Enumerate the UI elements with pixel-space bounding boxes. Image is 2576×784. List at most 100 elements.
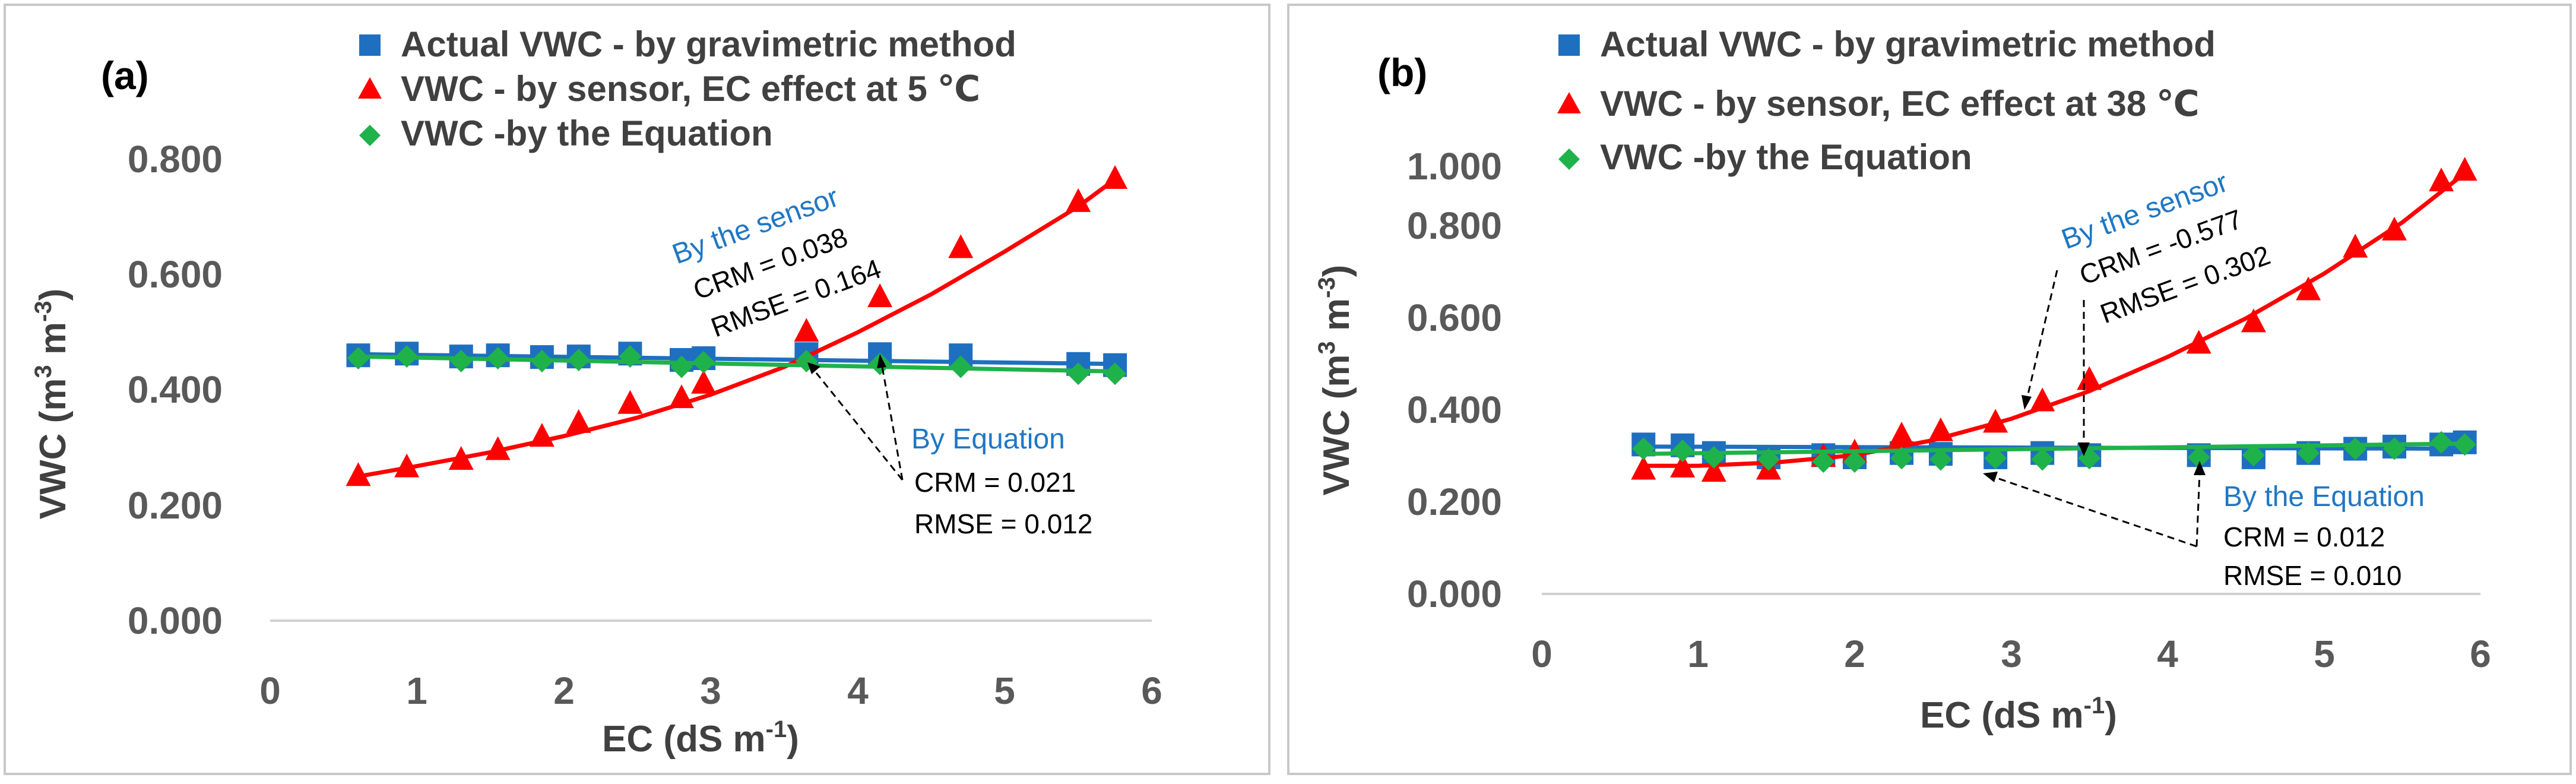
y-title-main: VWC (m [33, 378, 74, 520]
panel-b-y-axis-title: VWC (m3 m-3) [1314, 265, 1357, 496]
x-tick-label: 5 [994, 669, 1015, 712]
annotation-b-arrow [2026, 270, 2058, 397]
y-title-sup2: -3 [1314, 277, 1340, 298]
data-point-triangle [1670, 453, 1696, 478]
y-tick-label: 0.800 [128, 138, 223, 181]
data-point-diamond [1067, 362, 1090, 385]
data-point-diamond [1929, 448, 1952, 471]
data-point-diamond [949, 355, 972, 378]
data-point-triangle [485, 436, 511, 460]
data-point-triangle [2186, 330, 2211, 354]
data-point-triangle [1701, 458, 1726, 482]
trendline-diamond [358, 354, 1116, 374]
x-tick-label: 6 [1141, 669, 1162, 712]
panel-b-label: (b) [1377, 50, 1427, 94]
legend-b-sensor-marker [1557, 92, 1581, 113]
x-tick-label: 2 [1844, 633, 1865, 675]
x-title-sup: -1 [766, 716, 787, 742]
data-point-triangle [2030, 387, 2055, 412]
data-point-diamond [486, 347, 509, 370]
annotation-a-equation-crm: CRM = 0.021 [914, 467, 1076, 498]
legend-b-actual-label: Actual VWC - by gravimetric method [1600, 24, 2216, 64]
data-point-triangle [1066, 188, 1091, 212]
data-point-diamond [670, 355, 693, 378]
data-point-triangle [1631, 456, 1656, 480]
legend-b-equation-marker [1558, 148, 1580, 170]
trendline-triangle [357, 178, 1117, 479]
annotation-b-arrowhead [1983, 472, 1998, 482]
panel-b-legend: Actual VWC - by gravimetric method VWC -… [1557, 24, 2216, 177]
annotation-b-arrowhead [2021, 395, 2032, 410]
x-tick-label: 4 [2157, 633, 2178, 675]
y-tick-label: 0.000 [128, 599, 223, 642]
y-tick-label: 0.200 [128, 484, 223, 527]
y-title-sup1: 3 [1314, 341, 1340, 354]
panel-a-y-axis-title: VWC (m3 m-3) [30, 289, 74, 520]
panel-b-frame [1287, 4, 2572, 775]
annotation-a-equation-title: By Equation [911, 423, 1065, 455]
data-point-triangle [691, 369, 717, 394]
legend-b-equation-label: VWC -by the Equation [1600, 137, 1972, 177]
data-point-triangle [794, 318, 819, 342]
data-point-diamond [1702, 445, 1725, 469]
x-title-main: EC (dS m [1920, 695, 2084, 736]
x-tick-label: 1 [1687, 633, 1709, 675]
data-point-triangle [2296, 276, 2321, 301]
x-tick-label: 1 [406, 669, 427, 712]
legend-a-equation-marker [359, 125, 381, 146]
data-point-triangle [1889, 421, 1915, 445]
data-point-diamond [2031, 448, 2054, 471]
data-point-triangle [669, 384, 694, 409]
data-point-triangle [867, 283, 893, 308]
annotation-a-arrowhead [807, 362, 820, 374]
data-point-triangle [2452, 157, 2477, 181]
x-tick-label: 0 [1531, 633, 1552, 675]
y-title-sup1: 3 [30, 365, 56, 378]
data-point-diamond [395, 345, 419, 368]
plot-area-b [1542, 157, 2480, 595]
data-point-diamond [2453, 433, 2476, 456]
panel-a-x-axis-title: EC (dS m-1) [602, 716, 799, 760]
x-title-sup: -1 [2084, 693, 2105, 719]
data-point-diamond [2430, 431, 2453, 454]
annotation-b-equation-title: By the Equation [2223, 481, 2425, 513]
data-point-diamond [347, 347, 370, 370]
data-point-diamond [530, 349, 553, 372]
x-title-main: EC (dS m [602, 719, 766, 760]
panel-b-yticks: 0.000 0.200 0.400 0.600 0.800 1.000 [1407, 145, 1502, 615]
data-point-triangle [948, 234, 974, 258]
annotation-b-arrow [1993, 476, 2197, 548]
y-tick-label: 0.000 [1407, 573, 1502, 615]
x-title-end: ) [787, 719, 799, 760]
data-point-triangle [617, 390, 643, 414]
data-point-diamond [567, 348, 590, 371]
annotation-b-arrowhead [2194, 461, 2206, 475]
panel-b-xticks: 0 1 2 3 4 5 6 [1531, 633, 2491, 675]
data-point-diamond [1757, 448, 1780, 471]
data-point-diamond [1984, 447, 2007, 470]
data-point-triangle [1928, 417, 1953, 441]
trendline-diamond [1643, 441, 2465, 456]
annotation-a-arrowhead [877, 354, 886, 368]
x-tick-label: 2 [553, 669, 575, 712]
data-point-diamond [1104, 362, 1127, 385]
y-tick-label: 0.600 [128, 253, 223, 296]
data-point-diamond [2242, 444, 2265, 467]
y-tick-label: 1.000 [1407, 145, 1502, 188]
data-point-diamond [692, 350, 715, 374]
data-point-diamond [1890, 447, 1913, 470]
annotation-b-arrowhead [2078, 442, 2090, 456]
plot-area-a [270, 165, 1152, 622]
data-point-diamond [1671, 440, 1694, 463]
annotation-a-arrow [880, 363, 904, 480]
annotation-b-arrow [2195, 472, 2201, 547]
legend-a-equation-label: VWC -by the Equation [401, 113, 773, 153]
data-point-triangle [2343, 233, 2368, 258]
data-point-diamond [1632, 437, 1655, 460]
legend-a-sensor-label: VWC - by sensor, EC effect at 5 ℃ [401, 69, 980, 109]
y-title-mid: m [1316, 298, 1357, 341]
data-point-triangle [566, 409, 591, 433]
data-point-triangle [2382, 216, 2407, 241]
y-tick-label: 0.800 [1407, 204, 1502, 247]
